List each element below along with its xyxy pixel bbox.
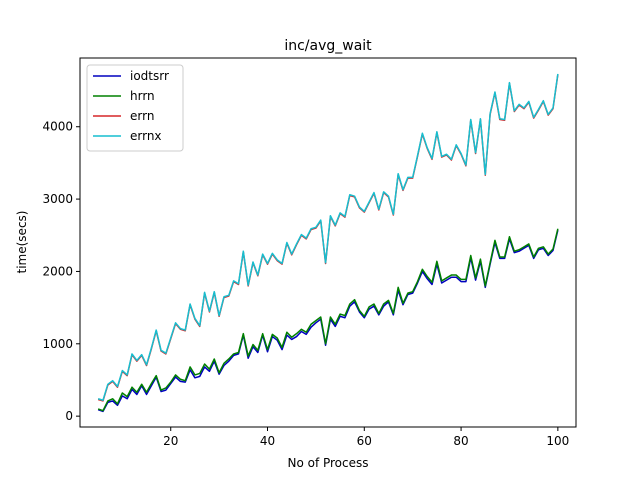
series-layer <box>97 73 559 413</box>
y-tick-label: 2000 <box>42 264 73 278</box>
series-line-errnx <box>97 73 559 401</box>
x-tick-label: 100 <box>546 434 569 448</box>
y-axis-ticks: 0 1000 2000 3000 4000 <box>42 120 80 423</box>
legend-label-hrrn: hrrn <box>130 89 155 103</box>
x-tick-label: 60 <box>357 434 372 448</box>
legend-label-errn: errn <box>130 109 154 123</box>
y-tick-label: 3000 <box>42 192 73 206</box>
legend: iodtsrr hrrn errn errnx <box>86 64 184 152</box>
y-tick-label: 4000 <box>42 120 73 134</box>
x-tick-label: 20 <box>163 434 178 448</box>
x-tick-label: 40 <box>260 434 275 448</box>
x-axis-label: No of Process <box>287 456 368 470</box>
y-tick-label: 1000 <box>42 337 73 351</box>
x-tick-label: 80 <box>453 434 468 448</box>
legend-box <box>86 64 184 152</box>
legend-entries: iodtsrr hrrn errn errnx <box>93 69 169 143</box>
legend-label-iodtsrr: iodtsrr <box>130 69 169 83</box>
legend-label-errnx: errnx <box>130 129 162 143</box>
x-axis-ticks: 20 40 60 80 100 <box>163 427 569 448</box>
axes-frame <box>79 57 577 428</box>
y-tick-label: 0 <box>65 409 73 423</box>
chart-title: inc/avg_wait <box>284 38 372 54</box>
series-line-hrrn <box>97 228 559 412</box>
y-axis-label: time(secs) <box>15 211 29 274</box>
